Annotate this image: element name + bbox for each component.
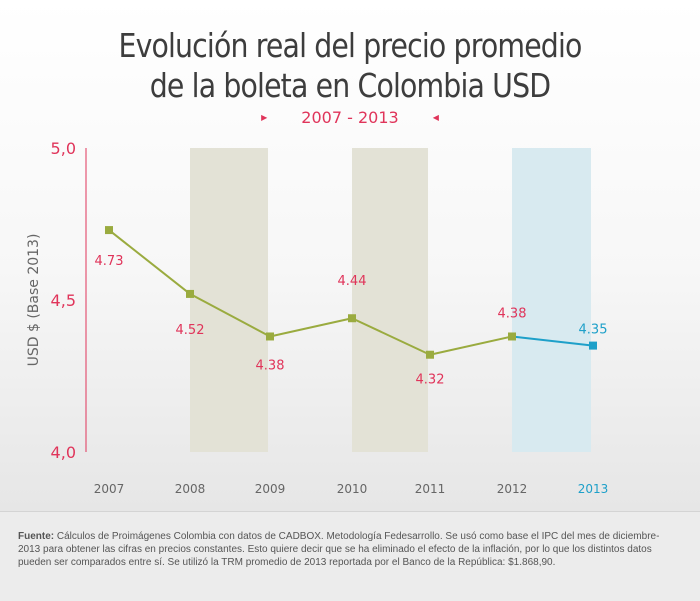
x-tick-label: 2007 <box>94 482 125 496</box>
data-point <box>348 314 356 323</box>
y-tick-label: 4,5 <box>51 291 76 310</box>
chart-title-line-1: Evolución real del precio promedio <box>118 26 583 65</box>
series-line-segment <box>189 293 271 338</box>
source-label: Fuente: <box>18 531 55 542</box>
series-line-segment <box>351 317 431 356</box>
y-tick-label: 4,0 <box>51 443 76 462</box>
triangle-right-icon: ▶ <box>261 113 268 122</box>
data-point <box>105 226 113 235</box>
x-tick-label: 2011 <box>415 482 446 496</box>
data-point <box>186 289 194 298</box>
x-tick-label: 2013 <box>578 482 609 496</box>
data-point <box>508 332 516 341</box>
line-chart: 4,0 4,5 5,0 USD $ (Base 2013) 2007 2008 2009 20… <box>26 139 609 496</box>
data-point <box>266 332 274 341</box>
subtitle-text: 2007 - 2013 <box>301 108 399 127</box>
shaded-band-2012-2013 <box>512 148 591 452</box>
series-line-segment <box>429 335 513 356</box>
data-label: 4.52 <box>176 323 205 338</box>
source-footer: Fuente: Cálculos de Proimágenes Colombia… <box>0 511 700 601</box>
data-label: 4.32 <box>416 373 445 388</box>
series-line-segment <box>108 229 191 295</box>
data-point <box>426 350 434 359</box>
chart-title-line-2: de la boleta en Colombia USD <box>149 66 551 105</box>
x-tick-label: 2008 <box>175 482 206 496</box>
x-tick-label: 2012 <box>497 482 528 496</box>
source-text: Cálculos de Proimágenes Colombia con dat… <box>18 531 660 568</box>
data-label: 4.38 <box>498 306 527 321</box>
triangle-left-icon: ◀ <box>432 113 439 122</box>
series-line-segment <box>269 317 353 338</box>
source-note: Fuente: Cálculos de Proimágenes Colombia… <box>18 530 678 569</box>
x-tick-label: 2010 <box>337 482 368 496</box>
data-label: 4.73 <box>95 254 124 269</box>
data-point <box>589 341 597 350</box>
data-label: 4.44 <box>338 274 367 289</box>
y-tick-label: 5,0 <box>51 139 76 158</box>
series-line-segment <box>511 335 594 347</box>
data-label: 4.38 <box>256 358 285 373</box>
x-tick-label: 2009 <box>255 482 286 496</box>
data-label: 4.35 <box>579 323 608 338</box>
shaded-band-2010-2011 <box>352 148 428 452</box>
chart-subtitle: ▶ 2007 - 2013 ◀ <box>0 108 700 127</box>
y-axis-title: USD $ (Base 2013) <box>26 234 42 367</box>
